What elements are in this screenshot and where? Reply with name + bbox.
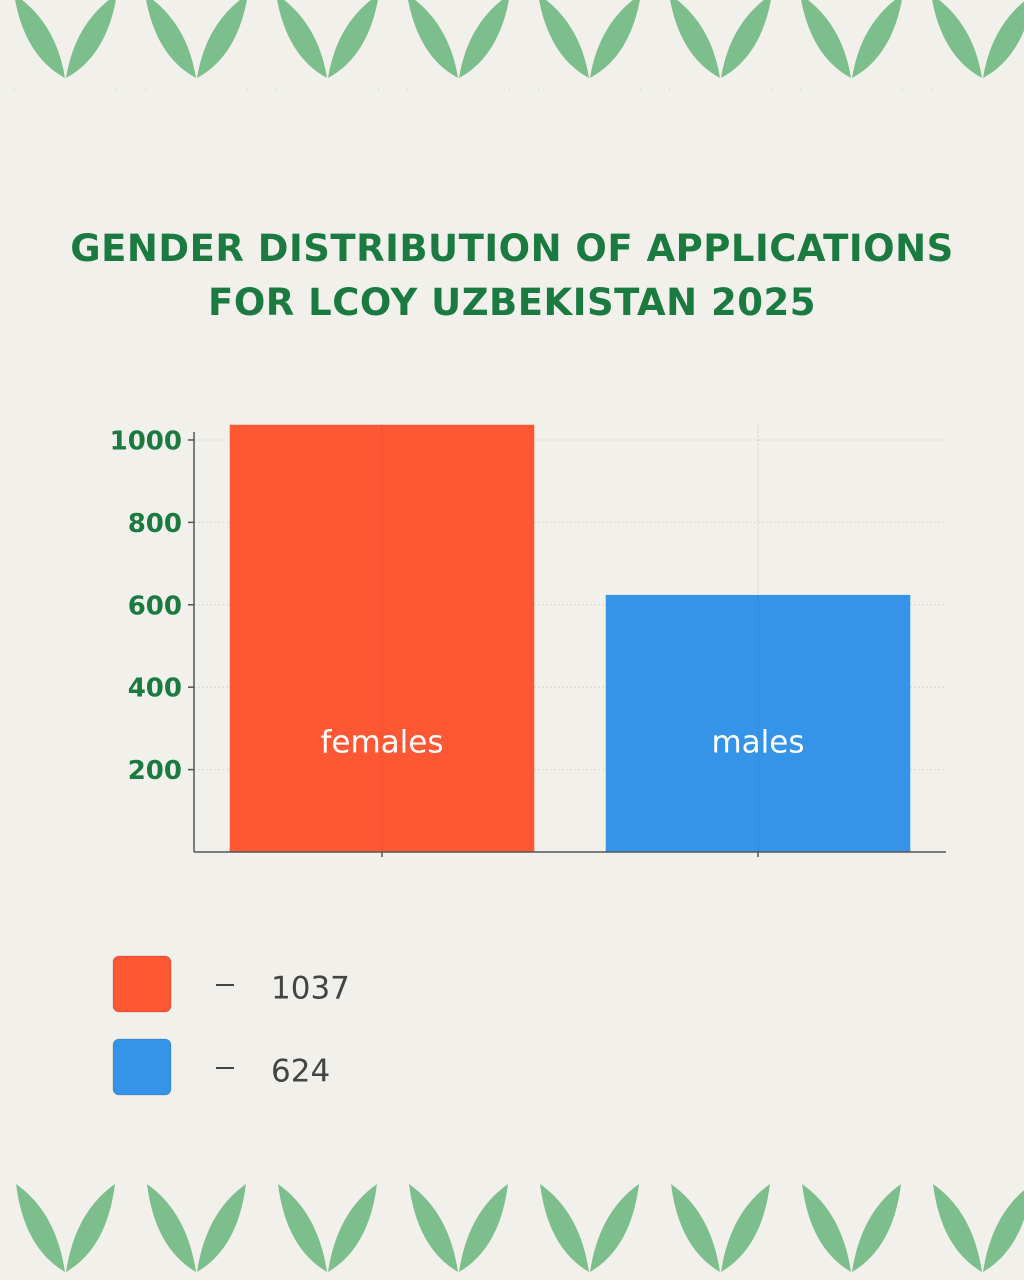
legend-swatch [112,955,172,1013]
legend-value: 624 [271,1054,330,1090]
leaf-border-top [0,0,1024,90]
bar [229,424,535,852]
bar-category-label: males [711,725,804,761]
y-tick-label: 1000 [110,426,182,456]
legend-value: 1037 [271,971,350,1007]
y-tick-label: 200 [128,756,182,786]
bar-category-label: females [320,725,443,761]
legend-swatch [112,1038,172,1096]
y-tick-label: 800 [128,509,182,539]
bar [605,594,911,852]
chart-title: GENDER DISTRIBUTION OF APPLICATIONS FOR … [70,227,954,324]
y-tick-label: 600 [128,591,182,621]
legend: 1037 624 [112,955,350,1096]
y-tick-label: 400 [128,674,182,704]
leaf-border-bottom [0,1180,1024,1280]
plot-area: 200 400 600 800 1000 females males [110,423,946,857]
